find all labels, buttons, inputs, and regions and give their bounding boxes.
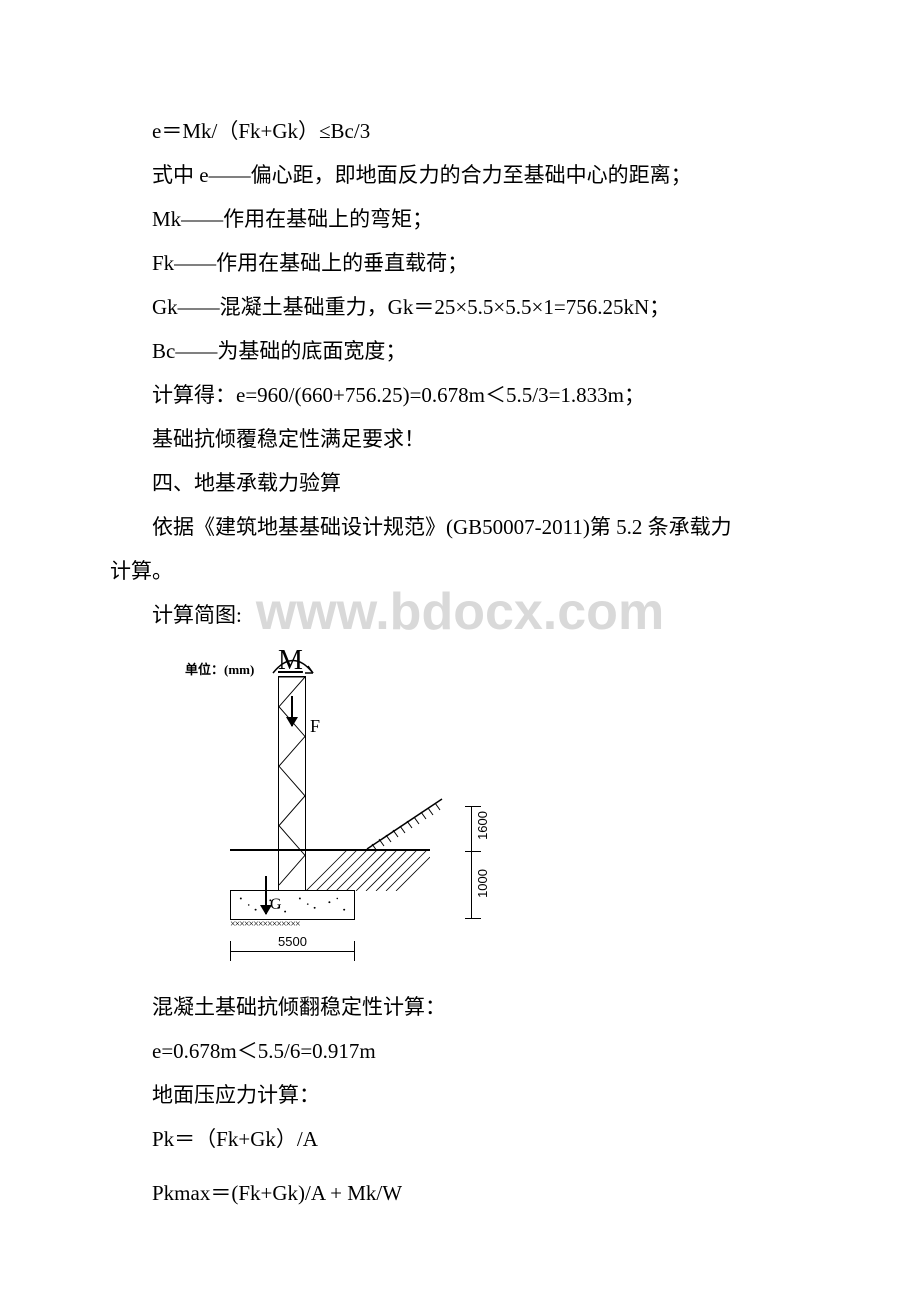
gravity-arrow-icon [265, 876, 267, 914]
body-line: Gk——混凝土基础重力，Gk＝25×5.5×5.5×1=756.25kN； [110, 286, 810, 328]
body-line: 依据《建筑地基基础设计规范》(GB50007-2011)第 5.2 条承载力 [110, 506, 810, 548]
unit-label: 单位：(mm) [185, 659, 254, 678]
body-line: 混凝土基础抗倾翻稳定性计算： [110, 986, 810, 1028]
body-line: 基础抗倾覆稳定性满足要求！ [110, 418, 810, 460]
body-line: e=0.678m＜5.5/6=0.917m [110, 1030, 810, 1072]
body-line: Pkmax＝(Fk+Gk)/A + Mk/W [110, 1172, 810, 1214]
body-line: 四、地基承载力验算 [110, 462, 810, 504]
slab-hatch-icon [231, 891, 354, 919]
body-line: 式中 e——偏心距，即地面反力的合力至基础中心的距离； [110, 154, 810, 196]
body-line: Fk——作用在基础上的垂直载荷； [110, 242, 810, 284]
dimension-width-value: 5500 [278, 934, 307, 949]
calculation-diagram: 单位：(mm) M F [170, 641, 470, 971]
moment-label: M [278, 645, 303, 677]
foundation-slab [230, 890, 355, 920]
dimension-h1-value: 1600 [475, 811, 490, 840]
soil-fill-hatch [306, 849, 430, 891]
dimension-width: 5500 [230, 935, 355, 953]
body-line: Mk——作用在基础上的弯矩； [110, 198, 810, 240]
body-line: 计算得：e=960/(660+756.25)=0.678m＜5.5/3=1.83… [110, 374, 810, 416]
force-label: F [310, 716, 320, 737]
support-marks: ××××××××××××××× [230, 919, 355, 931]
dimension-h2-value: 1000 [475, 869, 490, 898]
body-line: Bc——为基础的底面宽度； [110, 330, 810, 372]
body-line: Pk＝（Fk+Gk）/A [110, 1118, 810, 1160]
force-arrow-icon [291, 696, 293, 726]
watermark-text: www.bdocx.com [256, 582, 664, 642]
body-line: 地面压应力计算： [110, 1074, 810, 1116]
soil-hatch-icon [367, 799, 442, 849]
body-line: e＝Mk/（Fk+Gk）≤Bc/3 [110, 110, 810, 152]
gravity-label: G [270, 896, 282, 914]
